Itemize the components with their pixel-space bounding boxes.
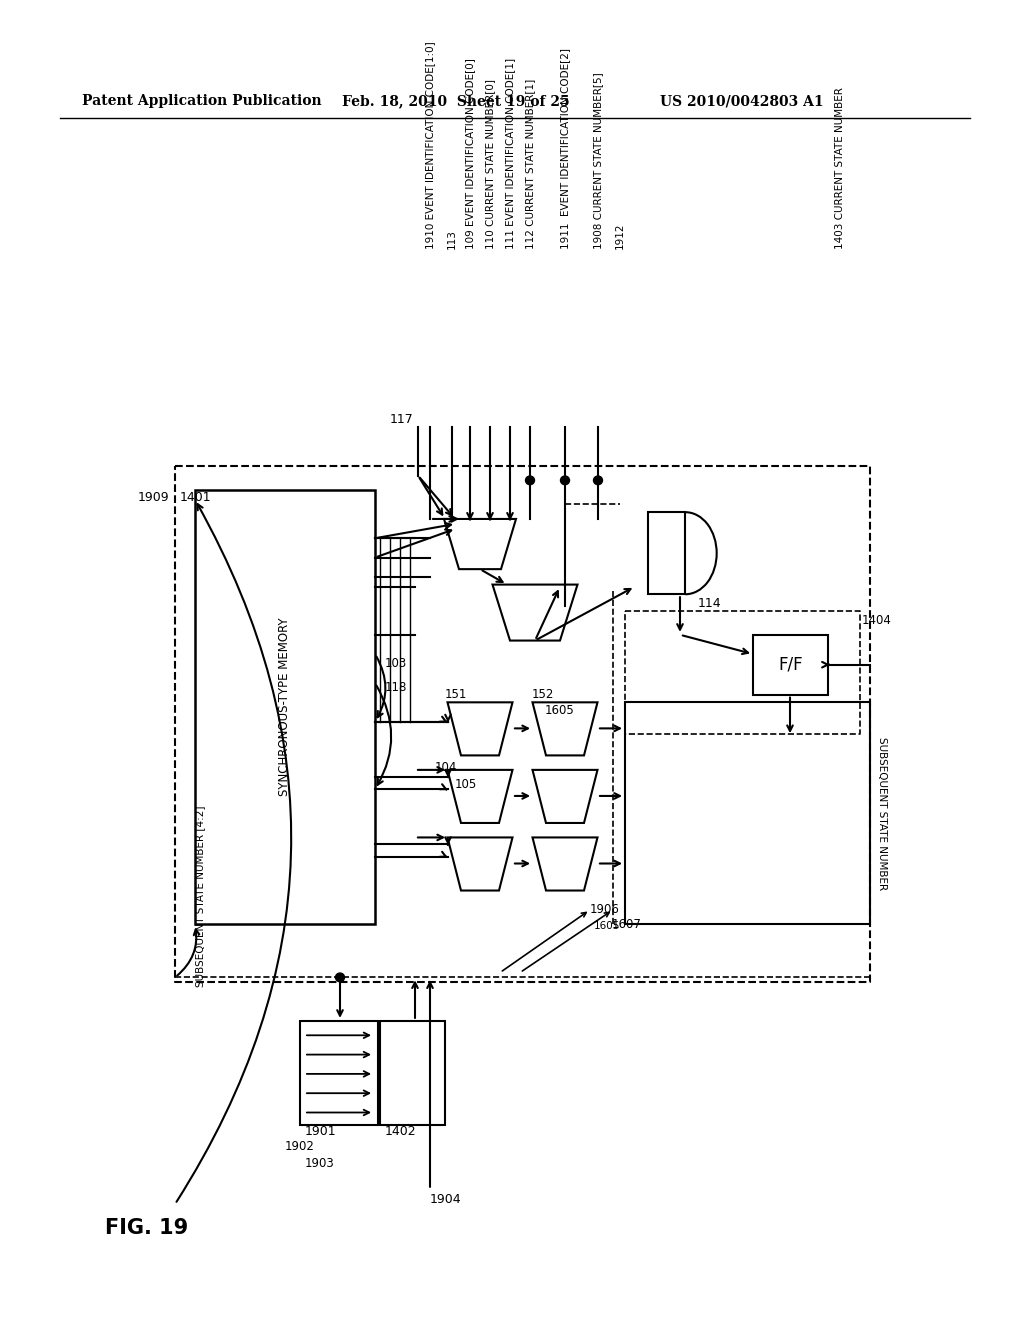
Text: 1906: 1906 [590, 903, 620, 916]
Text: F/F: F/F [778, 656, 803, 673]
Text: 1605: 1605 [594, 921, 621, 931]
Text: FIG. 19: FIG. 19 [105, 1218, 188, 1238]
Text: 1404: 1404 [862, 614, 892, 627]
Text: 1607: 1607 [612, 917, 642, 931]
Polygon shape [447, 702, 512, 755]
Text: 118: 118 [385, 681, 408, 694]
Text: 1908 CURRENT STATE NUMBER[5]: 1908 CURRENT STATE NUMBER[5] [593, 73, 603, 248]
Text: 1909: 1909 [138, 491, 170, 504]
Circle shape [560, 477, 569, 484]
Text: 112 CURRENT STATE NUMBER[1]: 112 CURRENT STATE NUMBER[1] [525, 78, 535, 248]
Text: 1605: 1605 [545, 704, 574, 717]
Text: 103: 103 [385, 657, 408, 671]
Text: SUBSEQUENT STATE NUMBER: SUBSEQUENT STATE NUMBER [877, 737, 887, 890]
Polygon shape [532, 770, 597, 822]
Text: 1402: 1402 [385, 1126, 417, 1138]
Polygon shape [493, 585, 578, 640]
Text: 1403 CURRENT STATE NUMBER: 1403 CURRENT STATE NUMBER [835, 87, 845, 248]
Polygon shape [447, 837, 512, 891]
Text: 117: 117 [390, 413, 414, 426]
Text: Feb. 18, 2010  Sheet 19 of 25: Feb. 18, 2010 Sheet 19 of 25 [342, 94, 569, 108]
Text: 109 EVENT IDENTIFICATION CODE[0]: 109 EVENT IDENTIFICATION CODE[0] [465, 58, 475, 248]
Bar [648, 512, 685, 594]
Text: 151: 151 [445, 688, 467, 701]
Text: SYNCHRONOUS-TYPE MEMORY: SYNCHRONOUS-TYPE MEMORY [279, 618, 292, 796]
Text: 1910 EVENT IDENTIFICATION CODE[1:0]: 1910 EVENT IDENTIFICATION CODE[1:0] [425, 41, 435, 248]
Polygon shape [532, 837, 597, 891]
Text: 104: 104 [435, 762, 458, 775]
Bar [195, 490, 375, 924]
Circle shape [594, 477, 602, 484]
Text: 1901: 1901 [305, 1126, 337, 1138]
Circle shape [525, 477, 535, 484]
Text: 1911  EVENT IDENTIFICATION CODE[2]: 1911 EVENT IDENTIFICATION CODE[2] [560, 48, 570, 248]
Bar [625, 702, 870, 924]
Polygon shape [447, 770, 512, 822]
Text: 1902: 1902 [285, 1139, 314, 1152]
Circle shape [336, 973, 344, 982]
Bar [300, 1020, 378, 1125]
Text: 113: 113 [447, 228, 457, 248]
Text: US 2010/0042803 A1: US 2010/0042803 A1 [660, 94, 823, 108]
Bar [380, 1020, 445, 1125]
Text: 110 CURRENT STATE NUMBER[0]: 110 CURRENT STATE NUMBER[0] [485, 79, 495, 248]
Text: 1904: 1904 [430, 1193, 462, 1206]
FancyArrowPatch shape [177, 929, 200, 975]
Text: 152: 152 [532, 688, 554, 701]
Polygon shape [444, 519, 516, 569]
Bar [753, 635, 828, 694]
Text: 1903: 1903 [305, 1158, 335, 1170]
Text: 1912: 1912 [615, 222, 625, 248]
Text: SUBSEQUENT STATE NUMBER [4:2]: SUBSEQUENT STATE NUMBER [4:2] [195, 805, 205, 987]
Text: Patent Application Publication: Patent Application Publication [82, 94, 322, 108]
Text: 105: 105 [455, 777, 477, 791]
Polygon shape [532, 702, 597, 755]
Text: 114: 114 [697, 598, 721, 610]
Text: 111 EVENT IDENTIFICATION CODE[1]: 111 EVENT IDENTIFICATION CODE[1] [505, 58, 515, 248]
Text: 1401: 1401 [180, 491, 212, 504]
